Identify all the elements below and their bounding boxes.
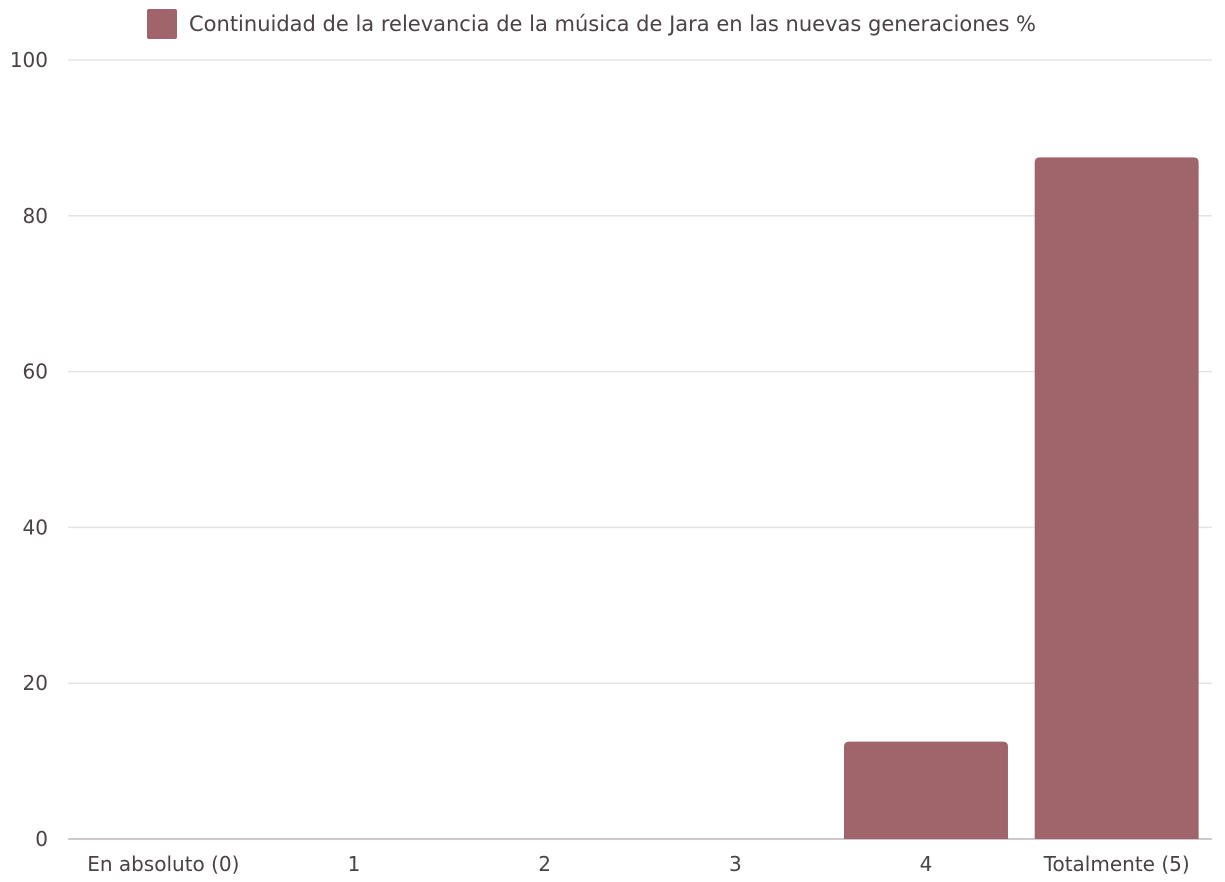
legend-label: Continuidad de la relevancia de la músic… [189, 12, 1036, 36]
x-tick-label: 1 [348, 852, 361, 876]
bars [844, 157, 1199, 839]
x-tick-label: 4 [920, 852, 933, 876]
x-axis-ticks: En absoluto (0) 1 2 3 4 Totalmente (5) [87, 852, 1189, 876]
x-tick-label: Totalmente (5) [1043, 852, 1190, 876]
bar-5 [1034, 157, 1199, 839]
x-tick-label: 3 [729, 852, 742, 876]
x-tick-label: En absoluto (0) [87, 852, 239, 876]
y-tick-label: 80 [23, 204, 48, 228]
x-tick-label: 2 [538, 852, 551, 876]
bar-4 [844, 741, 1008, 839]
y-tick-label: 40 [23, 515, 48, 539]
y-tick-label: 0 [35, 827, 48, 851]
y-tick-label: 100 [10, 48, 48, 72]
legend-swatch [147, 9, 177, 39]
y-tick-label: 20 [23, 671, 48, 695]
gridlines [68, 59, 1212, 840]
y-tick-label: 60 [23, 360, 48, 384]
y-axis-ticks: 0 20 40 60 80 100 [10, 48, 48, 851]
legend: Continuidad de la relevancia de la músic… [147, 9, 1036, 39]
